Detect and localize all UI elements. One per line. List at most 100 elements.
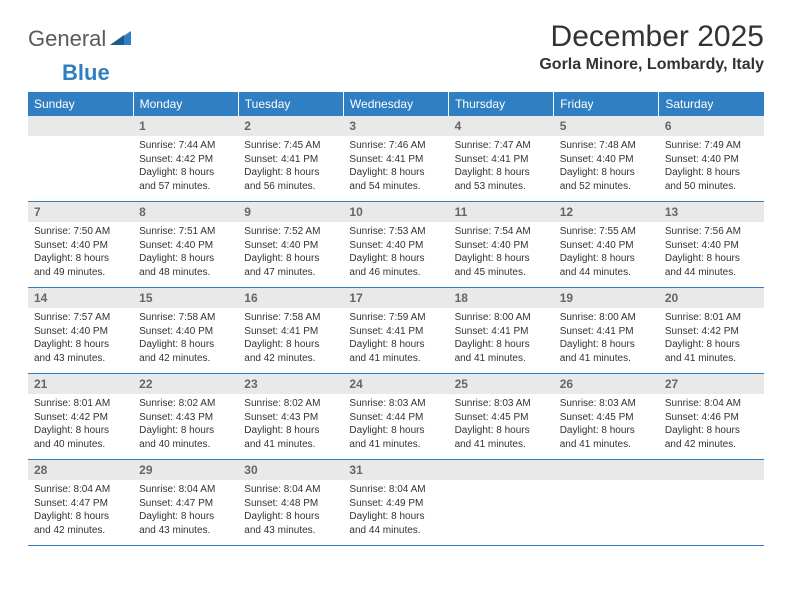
day-content: Sunrise: 7:52 AMSunset: 4:40 PMDaylight:…	[238, 222, 343, 287]
calendar-cell: 1Sunrise: 7:44 AMSunset: 4:42 PMDaylight…	[133, 116, 238, 202]
sunrise-line: Sunrise: 8:03 AM	[560, 397, 653, 411]
calendar-cell: 31Sunrise: 8:04 AMSunset: 4:49 PMDayligh…	[343, 460, 448, 546]
daylight-line: Daylight: 8 hours and 43 minutes.	[139, 510, 232, 537]
calendar-cell: 3Sunrise: 7:46 AMSunset: 4:41 PMDaylight…	[343, 116, 448, 202]
sunrise-line: Sunrise: 8:04 AM	[665, 397, 758, 411]
sunset-line: Sunset: 4:47 PM	[34, 497, 127, 511]
sunset-line: Sunset: 4:42 PM	[34, 411, 127, 425]
day-content: Sunrise: 8:04 AMSunset: 4:49 PMDaylight:…	[343, 480, 448, 545]
daylight-line: Daylight: 8 hours and 42 minutes.	[665, 424, 758, 451]
sunrise-line: Sunrise: 7:59 AM	[349, 311, 442, 325]
sunset-line: Sunset: 4:41 PM	[455, 325, 548, 339]
sunrise-line: Sunrise: 7:44 AM	[139, 139, 232, 153]
calendar-week: 21Sunrise: 8:01 AMSunset: 4:42 PMDayligh…	[28, 374, 764, 460]
calendar-cell: 16Sunrise: 7:58 AMSunset: 4:41 PMDayligh…	[238, 288, 343, 374]
sunrise-line: Sunrise: 7:54 AM	[455, 225, 548, 239]
daylight-line: Daylight: 8 hours and 41 minutes.	[244, 424, 337, 451]
daylight-line: Daylight: 8 hours and 46 minutes.	[349, 252, 442, 279]
day-number: 5	[554, 116, 659, 136]
calendar-week: 1Sunrise: 7:44 AMSunset: 4:42 PMDaylight…	[28, 116, 764, 202]
sunset-line: Sunset: 4:44 PM	[349, 411, 442, 425]
day-number: 31	[343, 460, 448, 480]
sunset-line: Sunset: 4:40 PM	[455, 239, 548, 253]
weekday-header: Friday	[554, 92, 659, 116]
sunrise-line: Sunrise: 8:00 AM	[560, 311, 653, 325]
calendar-cell: 30Sunrise: 8:04 AMSunset: 4:48 PMDayligh…	[238, 460, 343, 546]
sunrise-line: Sunrise: 8:02 AM	[244, 397, 337, 411]
calendar-week: 7Sunrise: 7:50 AMSunset: 4:40 PMDaylight…	[28, 202, 764, 288]
day-content: Sunrise: 7:54 AMSunset: 4:40 PMDaylight:…	[449, 222, 554, 287]
daylight-line: Daylight: 8 hours and 41 minutes.	[665, 338, 758, 365]
calendar-cell: 8Sunrise: 7:51 AMSunset: 4:40 PMDaylight…	[133, 202, 238, 288]
sunset-line: Sunset: 4:40 PM	[244, 239, 337, 253]
day-number: 20	[659, 288, 764, 308]
sunrise-line: Sunrise: 8:01 AM	[34, 397, 127, 411]
weekday-header: Thursday	[449, 92, 554, 116]
calendar-cell: 26Sunrise: 8:03 AMSunset: 4:45 PMDayligh…	[554, 374, 659, 460]
calendar-cell: 12Sunrise: 7:55 AMSunset: 4:40 PMDayligh…	[554, 202, 659, 288]
calendar-cell	[449, 460, 554, 546]
sunset-line: Sunset: 4:40 PM	[34, 325, 127, 339]
calendar-week: 14Sunrise: 7:57 AMSunset: 4:40 PMDayligh…	[28, 288, 764, 374]
day-content: Sunrise: 8:00 AMSunset: 4:41 PMDaylight:…	[449, 308, 554, 373]
sunset-line: Sunset: 4:47 PM	[139, 497, 232, 511]
sunset-line: Sunset: 4:41 PM	[244, 325, 337, 339]
sunset-line: Sunset: 4:41 PM	[455, 153, 548, 167]
day-content: Sunrise: 7:47 AMSunset: 4:41 PMDaylight:…	[449, 136, 554, 201]
sunrise-line: Sunrise: 7:48 AM	[560, 139, 653, 153]
calendar-cell: 17Sunrise: 7:59 AMSunset: 4:41 PMDayligh…	[343, 288, 448, 374]
title-block: December 2025 Gorla Minore, Lombardy, It…	[539, 20, 764, 74]
day-content: Sunrise: 7:46 AMSunset: 4:41 PMDaylight:…	[343, 136, 448, 201]
calendar-cell: 22Sunrise: 8:02 AMSunset: 4:43 PMDayligh…	[133, 374, 238, 460]
day-content: Sunrise: 7:58 AMSunset: 4:41 PMDaylight:…	[238, 308, 343, 373]
sunset-line: Sunset: 4:48 PM	[244, 497, 337, 511]
calendar-cell	[659, 460, 764, 546]
day-number: 9	[238, 202, 343, 222]
day-number: 10	[343, 202, 448, 222]
sunrise-line: Sunrise: 7:47 AM	[455, 139, 548, 153]
day-number: 3	[343, 116, 448, 136]
calendar-cell: 9Sunrise: 7:52 AMSunset: 4:40 PMDaylight…	[238, 202, 343, 288]
day-number: 7	[28, 202, 133, 222]
sunset-line: Sunset: 4:46 PM	[665, 411, 758, 425]
day-content: Sunrise: 8:03 AMSunset: 4:45 PMDaylight:…	[449, 394, 554, 459]
day-number: 22	[133, 374, 238, 394]
day-number: 27	[659, 374, 764, 394]
calendar-cell: 10Sunrise: 7:53 AMSunset: 4:40 PMDayligh…	[343, 202, 448, 288]
calendar-cell	[28, 116, 133, 202]
day-content: Sunrise: 8:04 AMSunset: 4:47 PMDaylight:…	[133, 480, 238, 545]
sunrise-line: Sunrise: 8:04 AM	[244, 483, 337, 497]
sunset-line: Sunset: 4:45 PM	[560, 411, 653, 425]
sunset-line: Sunset: 4:40 PM	[560, 153, 653, 167]
sunset-line: Sunset: 4:41 PM	[560, 325, 653, 339]
calendar-cell: 11Sunrise: 7:54 AMSunset: 4:40 PMDayligh…	[449, 202, 554, 288]
sunset-line: Sunset: 4:41 PM	[349, 325, 442, 339]
day-content-empty	[554, 480, 659, 534]
sunset-line: Sunset: 4:42 PM	[139, 153, 232, 167]
sunset-line: Sunset: 4:40 PM	[139, 325, 232, 339]
day-number: 8	[133, 202, 238, 222]
sunrise-line: Sunrise: 7:57 AM	[34, 311, 127, 325]
day-number: 23	[238, 374, 343, 394]
calendar-cell: 28Sunrise: 8:04 AMSunset: 4:47 PMDayligh…	[28, 460, 133, 546]
day-number: 26	[554, 374, 659, 394]
day-number: 11	[449, 202, 554, 222]
sunset-line: Sunset: 4:40 PM	[665, 239, 758, 253]
day-content: Sunrise: 7:44 AMSunset: 4:42 PMDaylight:…	[133, 136, 238, 201]
calendar-cell: 14Sunrise: 7:57 AMSunset: 4:40 PMDayligh…	[28, 288, 133, 374]
day-content: Sunrise: 7:55 AMSunset: 4:40 PMDaylight:…	[554, 222, 659, 287]
daylight-line: Daylight: 8 hours and 42 minutes.	[34, 510, 127, 537]
calendar-week: 28Sunrise: 8:04 AMSunset: 4:47 PMDayligh…	[28, 460, 764, 546]
day-content: Sunrise: 7:53 AMSunset: 4:40 PMDaylight:…	[343, 222, 448, 287]
sunrise-line: Sunrise: 8:03 AM	[455, 397, 548, 411]
calendar-cell: 24Sunrise: 8:03 AMSunset: 4:44 PMDayligh…	[343, 374, 448, 460]
daylight-line: Daylight: 8 hours and 54 minutes.	[349, 166, 442, 193]
calendar-cell: 5Sunrise: 7:48 AMSunset: 4:40 PMDaylight…	[554, 116, 659, 202]
sunrise-line: Sunrise: 7:51 AM	[139, 225, 232, 239]
sunset-line: Sunset: 4:49 PM	[349, 497, 442, 511]
daylight-line: Daylight: 8 hours and 48 minutes.	[139, 252, 232, 279]
weekday-header: Tuesday	[238, 92, 343, 116]
daylight-line: Daylight: 8 hours and 44 minutes.	[560, 252, 653, 279]
sunrise-line: Sunrise: 7:49 AM	[665, 139, 758, 153]
sunrise-line: Sunrise: 7:58 AM	[244, 311, 337, 325]
